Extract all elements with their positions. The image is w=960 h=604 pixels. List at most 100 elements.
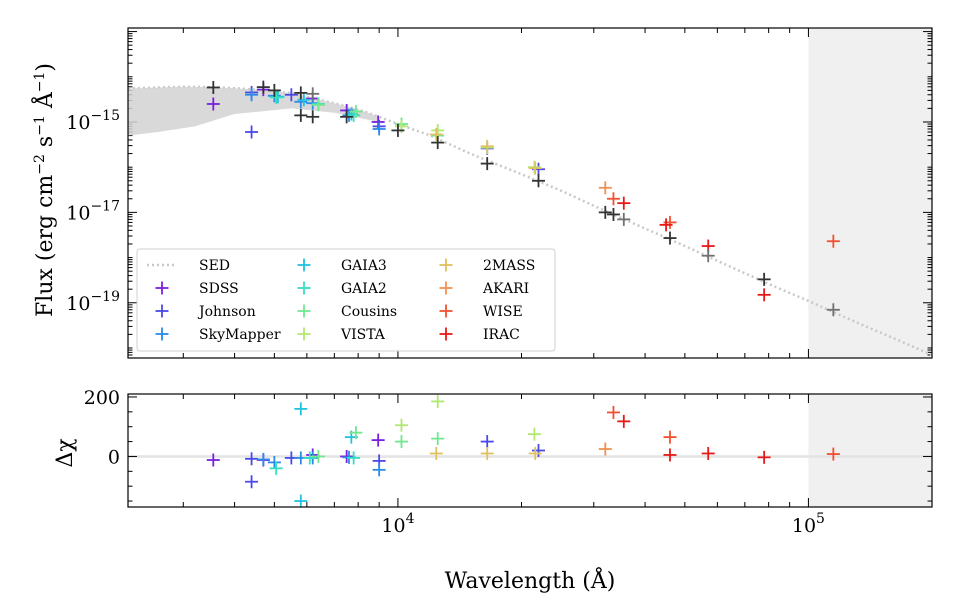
point-cousins [349, 105, 363, 119]
point-skymapper [245, 88, 259, 102]
residual-2mass [480, 446, 494, 460]
point-model2 [701, 249, 715, 263]
ytick-label: 10−15 [66, 108, 120, 134]
residual-vista [527, 427, 541, 441]
sed-model-band [128, 86, 380, 136]
point-irac [659, 218, 673, 232]
legend-label: Johnson [197, 304, 256, 320]
point-akari [598, 181, 612, 195]
residual-2mass [429, 446, 443, 460]
residual-cousins [431, 432, 445, 446]
residual-wise [606, 405, 620, 419]
legend-marker-vista [297, 327, 311, 341]
bottom-panel: 0 200 104 105 Δχ Wavelength (Å) [53, 387, 933, 594]
residual-skymapper [256, 452, 270, 466]
point-model2 [617, 212, 631, 226]
ytick-label: 0 [108, 446, 120, 468]
ytick-label: 200 [84, 387, 120, 409]
residual-gaia3 [294, 402, 308, 416]
bottom-shaded-region [808, 394, 932, 507]
residual-cousins [394, 435, 408, 449]
residual-johnson [245, 475, 259, 489]
legend-label: GAIA3 [341, 258, 387, 274]
residual-cousins [349, 426, 363, 440]
legend-marker-gaia3 [297, 258, 311, 272]
point-model [294, 108, 308, 122]
top-shaded-region [808, 28, 932, 358]
legend-marker-akari [439, 281, 453, 295]
point-gaia2 [269, 90, 283, 104]
legend-box [136, 248, 556, 352]
xtick-labels: 104 105 [381, 511, 825, 537]
point-model [294, 86, 308, 100]
bottom-plot-frame [127, 393, 933, 508]
legend-label: SkyMapper [199, 327, 281, 343]
legend-marker-cousins [297, 304, 311, 318]
residual-gaia3 [294, 494, 308, 508]
residual-irac [617, 414, 631, 428]
legend-label: WISE [483, 304, 523, 320]
residual-sdss [206, 453, 220, 467]
legend-marker-gaia2 [297, 281, 311, 295]
point-cousins [311, 98, 325, 112]
point-model [391, 123, 405, 137]
legend-label: AKARI [482, 281, 529, 297]
point-model [531, 174, 545, 188]
top-ylabel: Flux (erg cm−2 s−1 Å−1) [30, 63, 58, 317]
residual-johnson [480, 435, 494, 449]
legend-label: 2MASS [483, 258, 535, 274]
point-model [256, 80, 270, 94]
residual-sdss [371, 433, 385, 447]
top-data-points [128, 80, 840, 317]
point-model [606, 207, 620, 221]
ytick-label: 10−19 [66, 289, 120, 315]
bottom-data-points [206, 394, 840, 508]
residual-irac [663, 448, 677, 462]
point-irac [617, 196, 631, 210]
xlabel: Wavelength (Å) [445, 566, 616, 594]
xtick-label: 104 [381, 511, 414, 537]
point-model [598, 205, 612, 219]
top-ytick-labels: 10−15 10−17 10−19 [66, 108, 120, 315]
point-model [480, 157, 494, 171]
bottom-ytick-labels: 0 200 [84, 387, 120, 468]
point-model [757, 272, 771, 286]
xtick-label: 105 [792, 511, 825, 537]
top-plot-frame [127, 27, 933, 359]
point-model [306, 110, 320, 124]
ytick-label: 10−17 [66, 198, 120, 224]
point-model [267, 83, 281, 97]
point-model [431, 136, 445, 150]
legend-marker-skymapper [155, 327, 169, 341]
point-2mass [429, 127, 443, 141]
legend: SED SDSS Johnson SkyMapper GAIA3 GAIA2 Cousins… [136, 248, 556, 352]
point-2mass [480, 139, 494, 153]
point-irac [757, 288, 771, 302]
residual-akari [598, 442, 612, 456]
residual-vista [394, 418, 408, 432]
bottom-ticks [128, 394, 933, 507]
point-gaia3 [297, 93, 311, 107]
point-model [340, 110, 354, 124]
residual-irac [701, 446, 715, 460]
residual-gaia2 [347, 451, 361, 465]
legend-marker-irac [439, 327, 453, 341]
point-wise [826, 234, 840, 248]
residual-2mass [528, 446, 542, 460]
legend-marker-sdss [155, 281, 169, 295]
legend-label: IRAC [483, 327, 520, 343]
residual-johnson [531, 444, 545, 457]
legend-label: SED [199, 258, 230, 274]
bottom-ylabel: Δχ [53, 438, 78, 467]
legend-marker-2mass [439, 258, 453, 272]
legend-label: GAIA2 [341, 281, 387, 297]
legend-marker-johnson [155, 304, 169, 318]
residual-gaia2 [269, 461, 283, 475]
residual-vista [431, 394, 445, 408]
point-2mass [528, 161, 542, 175]
point-model [206, 80, 220, 94]
legend-marker-wise [439, 304, 453, 318]
point-johnson [245, 125, 259, 139]
